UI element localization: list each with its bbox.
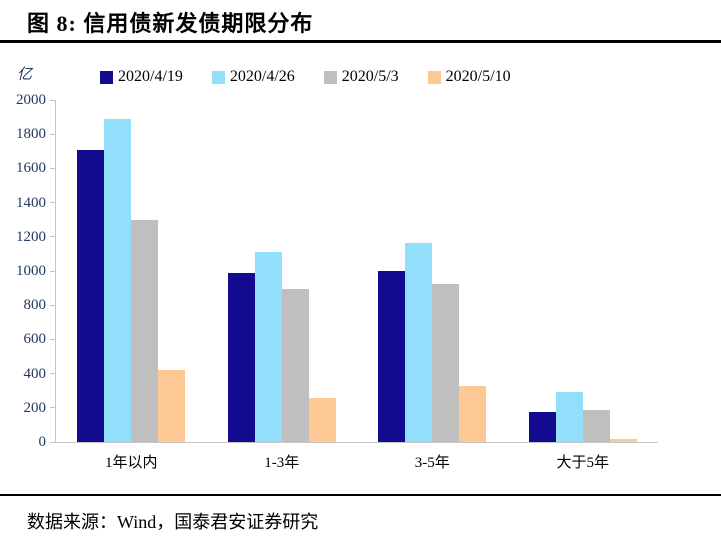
bar-group <box>56 100 207 442</box>
legend-label: 2020/4/26 <box>229 68 295 85</box>
x-axis-category-label: 3-5年 <box>414 455 450 471</box>
y-axis-tick-label: 200 <box>23 399 47 416</box>
legend-item: 2020/4/19 <box>100 68 183 86</box>
bar-2020-5-3-3 <box>582 410 610 442</box>
legend-label: 2020/5/10 <box>445 68 511 85</box>
figure-title: 图 8: 信用债新发债期限分布 <box>27 11 314 36</box>
y-axis-tick-label: 400 <box>23 365 47 382</box>
legend-label: 2020/5/3 <box>341 68 399 85</box>
bar-group <box>508 100 659 442</box>
bar-2020-5-10-2 <box>459 385 487 442</box>
bar-2020-4-26-3 <box>555 392 583 442</box>
y-axis-tick-label: 800 <box>23 297 47 314</box>
legend-swatch-icon <box>427 70 441 84</box>
legend-swatch-icon <box>211 70 225 84</box>
bar-2020-4-26-0 <box>104 118 132 442</box>
bar-2020-5-3-2 <box>432 283 460 442</box>
y-axis-tick-label: 600 <box>23 331 47 348</box>
y-axis-tick-label: 1200 <box>16 228 46 245</box>
bar-2020-5-10-1 <box>308 397 336 442</box>
x-axis-category-label: 1-3年 <box>264 455 300 471</box>
legend-label: 2020/4/19 <box>118 68 183 85</box>
y-axis-tick <box>50 373 55 375</box>
bar-2020-4-19-3 <box>528 412 556 442</box>
x-axis-category-label: 大于5年 <box>556 455 609 471</box>
bar-2020-5-3-1 <box>281 288 309 442</box>
data-source: 数据来源：Wind，国泰君安证券研究 <box>27 512 319 532</box>
legend-item: 2020/5/3 <box>323 68 399 86</box>
y-axis-tick <box>50 133 55 135</box>
bar-2020-4-19-1 <box>227 272 255 442</box>
bar-2020-4-19-2 <box>378 271 406 442</box>
y-axis-tick-label: 1000 <box>16 263 46 279</box>
y-axis-tick <box>50 99 55 101</box>
y-axis-tick-label: 1400 <box>16 194 46 211</box>
y-axis-tick <box>50 167 55 169</box>
x-axis-category-labels: 1年以内 1-3年 3-5年 大于5年 <box>56 451 658 472</box>
y-axis-tick <box>50 338 55 340</box>
y-axis-tick <box>50 202 55 204</box>
chart-legend: 2020/4/19 2020/4/26 2020/5/3 2020/5/10 <box>100 68 511 86</box>
bar-2020-5-10-3 <box>609 438 637 442</box>
plot-area: 1年以内 1-3年 3-5年 大于5年 0 200 400 600 800 1000 1200 14… <box>16 92 658 471</box>
bar-group <box>207 100 358 442</box>
legend-item: 2020/5/10 <box>427 68 511 86</box>
legend-swatch-icon <box>323 70 337 84</box>
y-axis-tick-label: 1600 <box>16 160 46 177</box>
bar-2020-4-26-2 <box>405 242 433 442</box>
bar-2020-5-3-0 <box>131 219 159 442</box>
legend-item: 2020/4/26 <box>211 68 295 86</box>
x-axis-category-label: 1年以内 <box>104 455 158 471</box>
bar-groups <box>56 100 658 442</box>
bar-2020-4-19-0 <box>77 149 105 442</box>
y-axis-tick-label: 2000 <box>16 92 46 108</box>
legend-swatch-icon <box>100 70 113 84</box>
figure-footer: 数据来源：Wind，国泰君安证券研究 <box>0 494 721 532</box>
y-axis-tick-label: 1800 <box>16 126 46 143</box>
bar-chart: 亿 2020/4/19 2020/4/26 2020/5/3 2020/5/10 1年… <box>0 55 721 485</box>
bar-2020-4-26-1 <box>254 252 282 442</box>
y-axis-tick <box>50 407 55 409</box>
bar-group <box>357 100 508 442</box>
bar-2020-5-10-0 <box>158 370 186 442</box>
y-axis-unit-label: 亿 <box>17 67 33 83</box>
y-axis-tick <box>50 441 55 443</box>
y-axis-tick <box>50 304 55 306</box>
y-axis-tick <box>50 236 55 238</box>
y-axis-tick-label: 0 <box>38 434 47 450</box>
y-axis-tick <box>50 270 55 272</box>
figure-header: 图 8: 信用债新发债期限分布 <box>0 0 721 43</box>
